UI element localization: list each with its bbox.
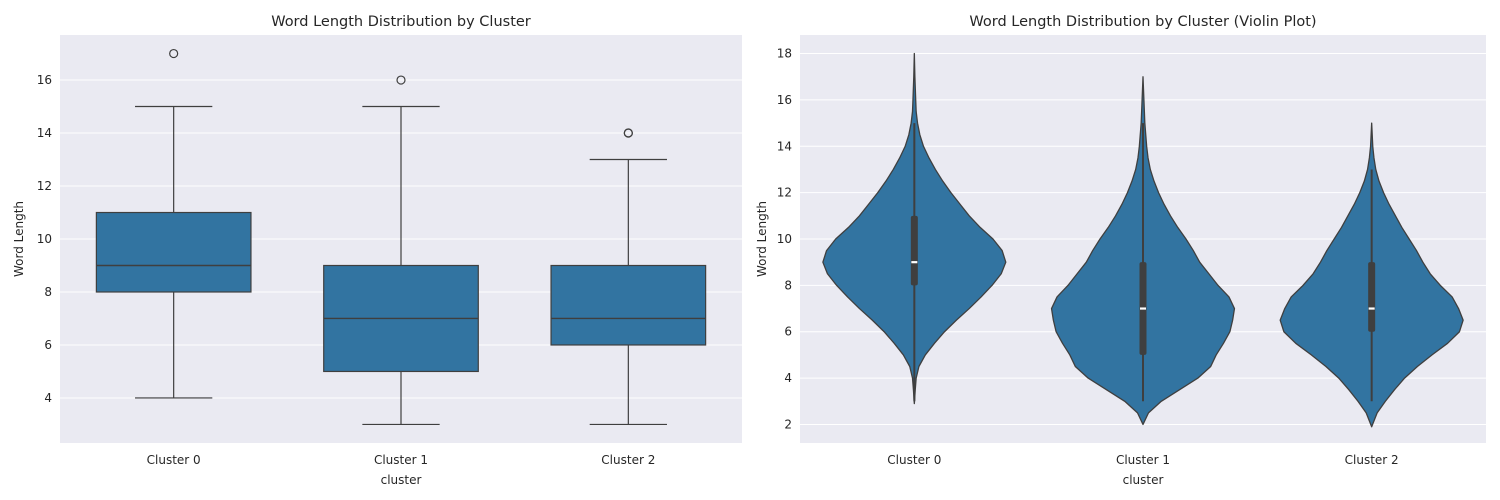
y-tick-label: 10 — [777, 232, 792, 246]
y-tick-label: 10 — [37, 232, 52, 246]
y-tick-label: 2 — [784, 417, 792, 431]
box-plot-marks — [95, 48, 707, 426]
y-tick-label: 4 — [784, 371, 792, 385]
box-0 — [95, 48, 252, 399]
violin-0 — [822, 52, 1007, 405]
x-tick-label: Cluster 1 — [374, 453, 428, 467]
violin-plot-y-axis-label: Word Length — [755, 201, 769, 277]
outlier-point — [623, 128, 633, 138]
violin-iqr-box — [910, 215, 918, 286]
violin-plot-title: Word Length Distribution by Cluster (Vio… — [969, 14, 1316, 30]
violin-1 — [1050, 76, 1236, 426]
y-tick-label: 14 — [37, 126, 52, 140]
x-tick-label: Cluster 2 — [1345, 453, 1399, 467]
outlier-point — [396, 75, 406, 85]
y-tick-label: 12 — [37, 179, 52, 193]
box-plot-title: Word Length Distribution by Cluster — [271, 14, 531, 30]
box-plot-y-ticks: 4 6 8 10 12 14 16 — [37, 73, 52, 405]
x-tick-label: Cluster 0 — [887, 453, 941, 467]
y-tick-label: 16 — [37, 73, 52, 87]
y-tick-label: 18 — [777, 47, 792, 61]
box-iqr — [550, 264, 707, 346]
box-plot-x-axis-label: cluster — [381, 473, 422, 487]
y-tick-label: 16 — [777, 93, 792, 107]
x-tick-label: Cluster 1 — [1116, 453, 1170, 467]
y-tick-label: 8 — [44, 285, 52, 299]
violin-iqr-box — [1368, 262, 1376, 332]
y-tick-label: 6 — [784, 325, 792, 339]
y-tick-label: 8 — [784, 278, 792, 292]
box-1 — [323, 75, 479, 426]
violin-plot-x-ticks: Cluster 0 Cluster 1 Cluster 2 — [887, 453, 1398, 467]
box-plot-y-axis-label: Word Length — [12, 201, 26, 277]
violin-plot-marks — [822, 52, 1464, 428]
y-tick-label: 14 — [777, 139, 792, 153]
violin-plot-y-ticks: 2 4 6 8 10 12 14 16 18 — [777, 47, 792, 432]
x-tick-label: Cluster 2 — [601, 453, 655, 467]
box-iqr — [95, 211, 252, 293]
y-tick-label: 12 — [777, 186, 792, 200]
violin-2 — [1279, 122, 1464, 428]
y-tick-label: 6 — [44, 338, 52, 352]
violin-plot-x-axis-label: cluster — [1123, 473, 1164, 487]
box-2 — [550, 128, 707, 426]
x-tick-label: Cluster 0 — [147, 453, 201, 467]
box-plot-x-ticks: Cluster 0 Cluster 1 Cluster 2 — [147, 453, 656, 467]
outlier-point — [169, 48, 179, 59]
y-tick-label: 4 — [44, 391, 52, 405]
